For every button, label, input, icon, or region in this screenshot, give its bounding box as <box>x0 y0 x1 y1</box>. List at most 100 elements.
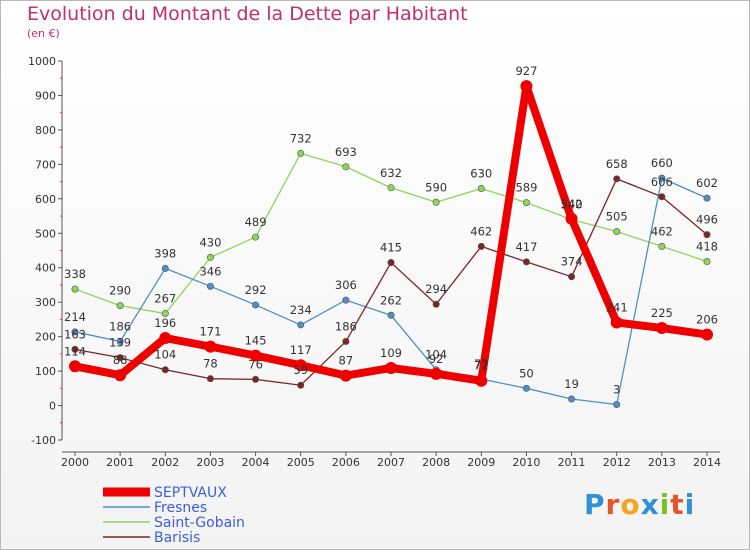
data-label-fresnes: 602 <box>696 176 718 190</box>
data-label-saint-gobain: 462 <box>651 224 673 238</box>
proxiti-logo: Proxiti <box>584 488 695 521</box>
x-tick-label: 2004 <box>242 456 270 469</box>
chart-series <box>69 80 713 409</box>
data-point-fresnes <box>161 264 169 272</box>
data-label-septvaux: 206 <box>696 313 718 327</box>
data-point-septvaux <box>655 322 668 335</box>
data-point-barisis <box>477 242 485 250</box>
data-label-septvaux: 171 <box>199 325 221 339</box>
logo-letter: i <box>684 488 696 521</box>
data-point-barisis <box>522 258 530 266</box>
data-label-fresnes: 50 <box>519 366 534 380</box>
data-label-barisis: 78 <box>203 357 218 371</box>
data-label-septvaux: 225 <box>651 306 673 320</box>
y-tick-label: -100 <box>31 434 56 447</box>
data-point-barisis <box>568 273 576 281</box>
data-point-fresnes <box>703 194 711 202</box>
x-tick-label: 2012 <box>603 456 631 469</box>
data-point-saint-gobain <box>432 198 440 206</box>
data-point-septvaux <box>475 374 488 387</box>
data-label-barisis: 658 <box>606 157 628 171</box>
x-tick-label: 2009 <box>467 456 495 469</box>
chart-axes: -100 0 100 200 300 400 500 600 700 800 900 1000 2000… <box>28 55 721 469</box>
y-tick-label: 600 <box>35 193 56 206</box>
data-label-septvaux: 92 <box>429 352 444 366</box>
y-tick-label: 1000 <box>28 55 56 68</box>
data-label-saint-gobain: 540 <box>561 197 583 211</box>
data-label-fresnes: 660 <box>651 156 673 170</box>
data-point-fresnes <box>206 282 214 290</box>
data-point-septvaux <box>520 80 533 93</box>
data-point-barisis <box>161 366 169 374</box>
data-point-septvaux <box>430 367 443 380</box>
data-point-fresnes <box>568 395 576 403</box>
x-tick-label: 2007 <box>377 456 405 469</box>
data-point-barisis <box>613 175 621 183</box>
data-point-barisis <box>703 231 711 239</box>
data-label-septvaux: 114 <box>64 344 86 358</box>
y-tick-label: 200 <box>35 331 56 344</box>
data-label-fresnes: 262 <box>380 293 402 307</box>
data-label-fresnes: 306 <box>335 278 357 292</box>
data-point-fresnes <box>613 401 621 409</box>
x-tick-label: 2013 <box>648 456 676 469</box>
data-label-fresnes: 346 <box>199 264 221 278</box>
data-point-fresnes <box>71 328 79 336</box>
data-label-saint-gobain: 590 <box>425 180 447 194</box>
data-label-fresnes: 292 <box>245 283 267 297</box>
data-point-fresnes <box>658 174 666 182</box>
data-label-saint-gobain: 693 <box>335 145 357 159</box>
data-point-septvaux <box>249 349 262 362</box>
data-point-saint-gobain <box>658 242 666 250</box>
data-point-fresnes <box>522 384 530 392</box>
data-point-barisis <box>116 354 124 362</box>
data-label-barisis: 139 <box>109 336 131 350</box>
data-point-fresnes <box>297 321 305 329</box>
x-tick-label: 2008 <box>422 456 450 469</box>
data-point-septvaux <box>69 360 81 373</box>
data-label-fresnes: 398 <box>154 246 176 260</box>
data-label-saint-gobain: 489 <box>245 215 267 229</box>
data-point-saint-gobain <box>613 228 621 236</box>
chart-data-labels: 3382902674304897326936325906305895405054… <box>64 64 718 396</box>
legend-label: Saint-Gobain <box>154 515 245 531</box>
data-label-septvaux: 241 <box>606 301 628 315</box>
x-tick-label: 2002 <box>151 456 179 469</box>
data-point-septvaux <box>701 328 713 341</box>
y-tick-label: 700 <box>35 158 56 171</box>
data-label-fresnes: 104 <box>425 348 447 362</box>
data-label-barisis: 104 <box>154 348 176 362</box>
legend-label: SEPTVAUX <box>154 485 227 501</box>
x-tick-label: 2014 <box>693 456 721 469</box>
data-point-barisis <box>658 193 666 201</box>
logo-letter: P <box>584 488 606 521</box>
data-label-fresnes: 214 <box>64 310 86 324</box>
logo-letter: t <box>670 488 685 521</box>
x-tick-label: 2006 <box>332 456 360 469</box>
data-point-barisis <box>297 381 305 389</box>
y-tick-label: 0 <box>49 400 56 413</box>
data-label-fresnes: 77 <box>474 357 489 371</box>
data-point-septvaux <box>565 212 578 225</box>
logo-letter: o <box>620 488 641 521</box>
data-label-barisis: 374 <box>561 255 583 269</box>
data-point-fresnes <box>252 301 260 309</box>
data-label-fresnes: 19 <box>564 377 579 391</box>
data-point-barisis <box>387 259 395 267</box>
y-tick-label: 300 <box>35 296 56 309</box>
data-label-saint-gobain: 632 <box>380 166 402 180</box>
chart-title: Evolution du Montant de la Dette par Hab… <box>27 3 468 25</box>
data-point-saint-gobain <box>116 302 124 310</box>
data-point-fresnes <box>342 296 350 304</box>
data-point-saint-gobain <box>206 253 214 261</box>
data-label-septvaux: 87 <box>339 354 354 368</box>
data-point-saint-gobain <box>342 163 350 171</box>
data-label-saint-gobain: 430 <box>199 235 221 249</box>
y-tick-label: 400 <box>35 262 56 275</box>
data-point-septvaux <box>294 359 307 372</box>
data-point-saint-gobain <box>703 258 711 266</box>
data-label-septvaux: 109 <box>380 346 402 360</box>
data-point-barisis <box>71 345 79 353</box>
data-label-saint-gobain: 338 <box>64 267 86 281</box>
